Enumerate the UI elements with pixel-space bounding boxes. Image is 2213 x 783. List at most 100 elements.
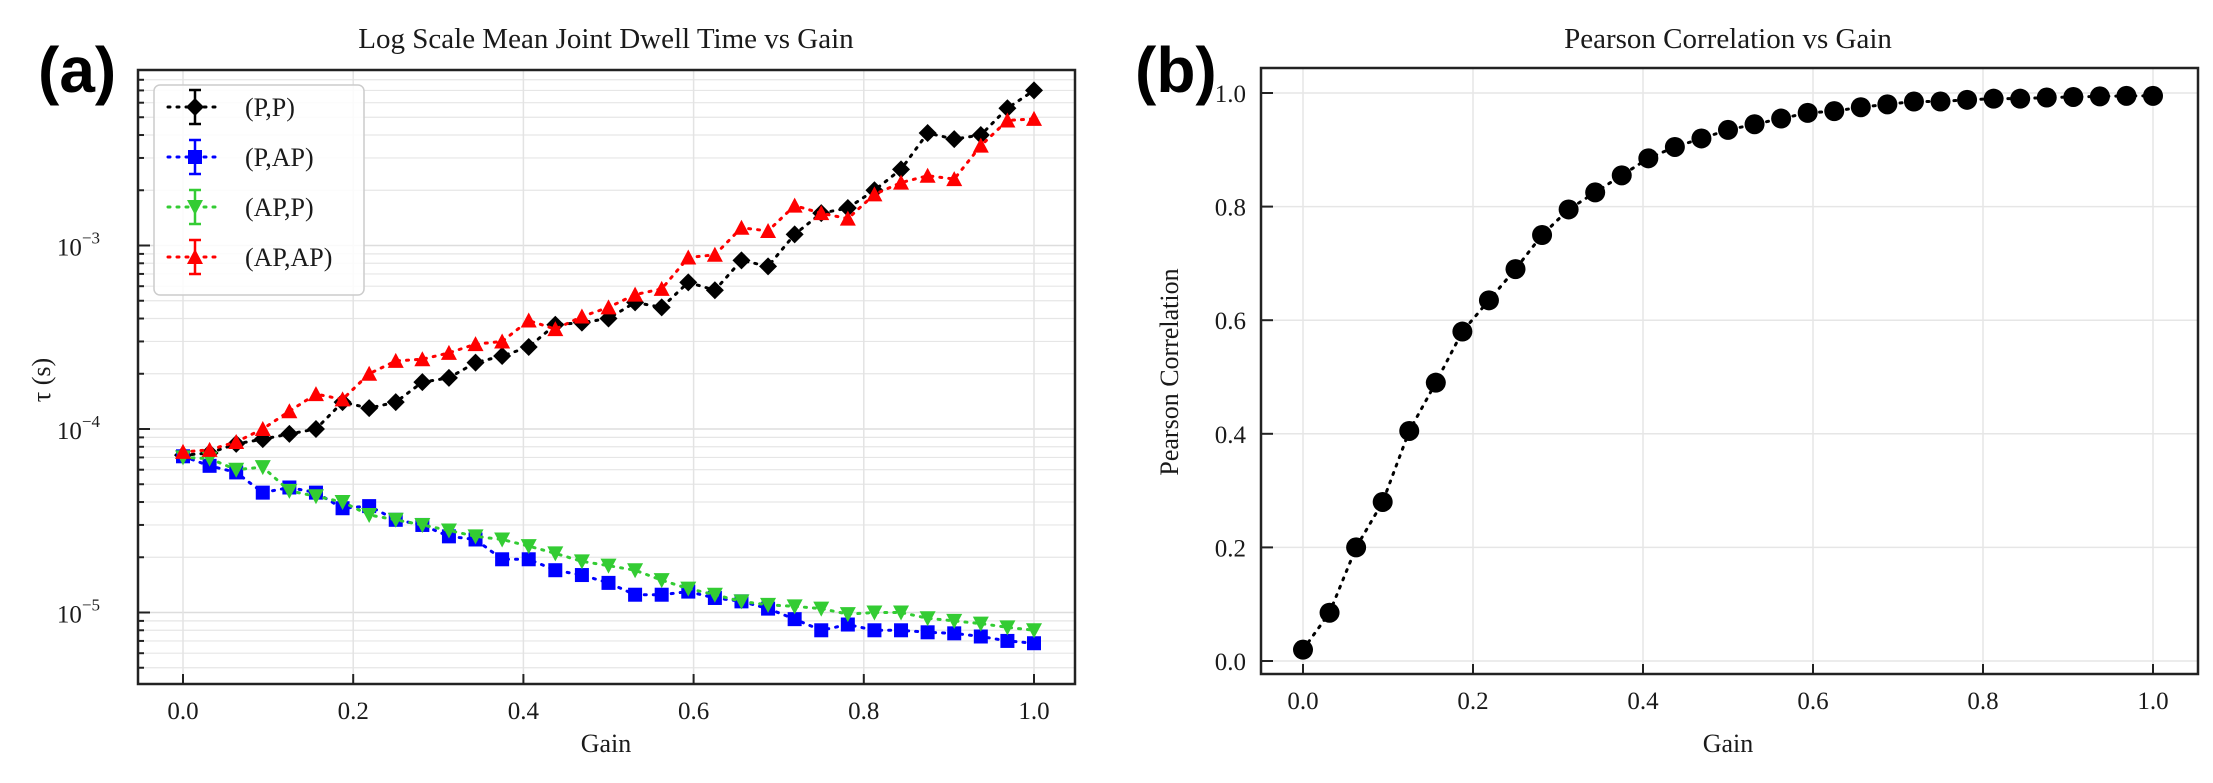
legend-entry: (AP,P): [166, 188, 314, 226]
data-point: [548, 563, 563, 578]
data-point: [547, 321, 564, 337]
data-point: [1638, 148, 1659, 169]
data-point: [1611, 165, 1632, 186]
data-point: [918, 124, 937, 143]
data-point: [493, 346, 512, 365]
data-point: [601, 575, 616, 590]
y-tick-label: 0.8: [1215, 195, 1246, 222]
data-point: [281, 483, 298, 499]
data-point: [334, 495, 351, 511]
chart-b-ylabel: Pearson Correlation: [1155, 268, 1184, 475]
series-line: [181, 88, 1036, 457]
data-point: [893, 605, 910, 621]
data-point: [867, 623, 882, 638]
data-point: [228, 433, 245, 449]
data-point: [1691, 128, 1712, 149]
data-point: [1425, 372, 1446, 393]
legend-box: [153, 84, 365, 296]
data-point: [893, 174, 910, 190]
legend-marker: [187, 249, 203, 264]
data-point: [733, 219, 750, 235]
data-point: [1744, 114, 1765, 135]
series-3: [175, 110, 1042, 459]
panel-a-log-dwell-time: Log Scale Mean Joint Dwell Time vs Gain …: [27, 23, 1077, 758]
data-point: [680, 581, 697, 597]
data-point: [1026, 110, 1042, 126]
data-point: [840, 617, 855, 632]
x-tick-label: 0.8: [1967, 688, 1998, 715]
x-tick-label: 0.8: [848, 698, 879, 725]
data-point: [866, 605, 883, 621]
data-point: [361, 365, 378, 381]
legend-entry: (AP,AP): [166, 238, 332, 276]
x-tick-label: 0.2: [338, 698, 369, 725]
chart-b-x-ticks: 0.0 0.2 0.4 0.6 0.8 1.0: [1287, 664, 2169, 715]
chart-a-series: [174, 81, 1043, 651]
data-point: [1664, 136, 1685, 157]
data-point: [839, 210, 856, 226]
data-point: [1903, 91, 1924, 112]
data-point: [1505, 259, 1526, 280]
data-point: [945, 130, 964, 149]
legend-label: (P,P): [245, 93, 295, 122]
data-point: [2143, 85, 2163, 106]
data-point: [1930, 91, 1951, 112]
data-point: [679, 273, 698, 292]
chart-a-legend: (P,P) (P,AP) (AP,P) (AP,AP): [153, 84, 365, 296]
data-point: [787, 612, 802, 627]
series-line: [181, 455, 1036, 632]
chart-b-frame: [1259, 66, 2200, 676]
data-point: [573, 554, 590, 570]
data-point: [467, 529, 484, 545]
data-point: [653, 280, 670, 296]
data-point: [2063, 86, 2084, 107]
data-point: [574, 568, 589, 583]
data-point: [600, 558, 617, 574]
data-point: [627, 563, 644, 579]
data-point: [1478, 290, 1499, 311]
data-point: [652, 298, 671, 317]
data-point: [1983, 88, 2004, 109]
data-point: [760, 597, 777, 613]
chart-a-y-ticks: 10−5 10−4 10−3: [57, 78, 150, 669]
legend-marker: [186, 98, 204, 116]
data-point: [413, 373, 432, 392]
data-point: [547, 546, 564, 562]
data-point: [972, 616, 989, 632]
data-point: [760, 222, 777, 238]
data-point: [1718, 119, 1738, 140]
chart-a-title: Log Scale Mean Joint Dwell Time vs Gain: [358, 23, 854, 55]
data-point: [786, 599, 803, 615]
data-point: [494, 532, 511, 548]
data-point: [653, 573, 670, 589]
data-point: [920, 625, 935, 640]
legend-entry: (P,AP): [166, 138, 314, 176]
data-point: [306, 420, 325, 438]
y-tick-label: 0.4: [1215, 422, 1247, 449]
y-tick-label: 0.2: [1215, 535, 1246, 562]
data-point: [627, 286, 644, 302]
legend-entry: (P,P): [166, 88, 295, 126]
x-tick-label: 0.4: [1627, 688, 1659, 715]
data-point: [866, 186, 883, 202]
data-point: [1797, 102, 1818, 123]
data-point: [494, 333, 511, 349]
data-point: [228, 462, 245, 478]
series-0: [1293, 85, 2163, 660]
data-point: [999, 112, 1016, 128]
data-point: [414, 517, 431, 533]
x-tick-label: 0.0: [1287, 688, 1318, 715]
data-point: [254, 421, 271, 436]
chart-a-ylabel: τ (s): [27, 358, 56, 402]
data-point: [281, 403, 298, 419]
data-point: [387, 352, 404, 368]
series-2: [175, 450, 1042, 639]
data-point: [467, 336, 484, 352]
chart-b-y-ticks: 0.0 0.2 0.4 0.6 0.8 1.0: [1215, 81, 1273, 676]
data-point: [1877, 94, 1898, 115]
legend-label: (AP,AP): [245, 243, 332, 272]
chart-b-grid: [1261, 68, 2198, 674]
data-point: [573, 308, 590, 324]
data-point: [1532, 225, 1553, 245]
data-point: [814, 623, 829, 638]
